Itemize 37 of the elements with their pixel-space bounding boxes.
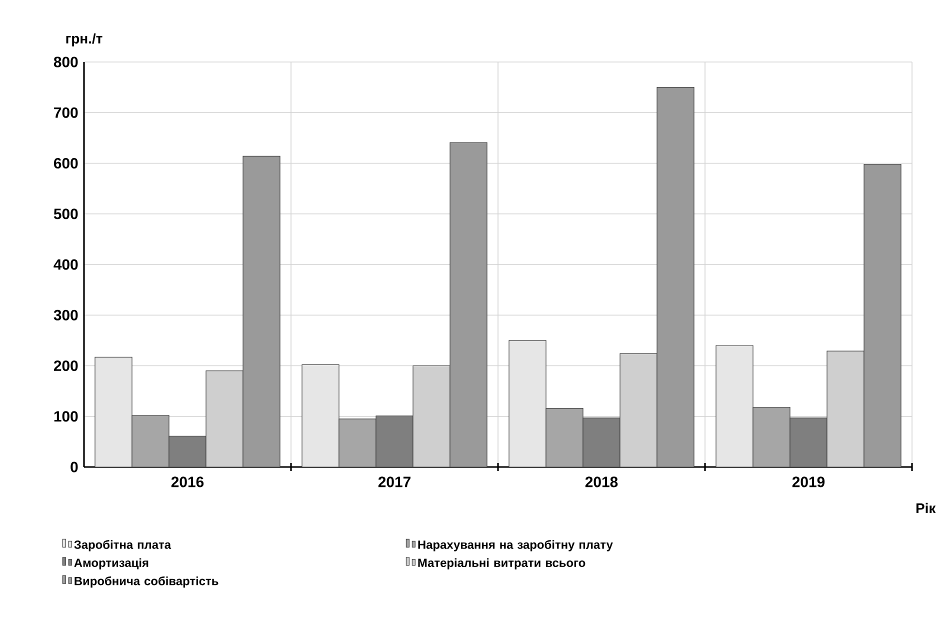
legend-label: Матеріальні витрати всього <box>418 558 586 570</box>
legend-label: Нарахування на заробітну плату <box>418 540 613 552</box>
bar <box>302 364 340 467</box>
bar <box>94 356 132 467</box>
bar <box>864 164 902 467</box>
y-tick-label: 700 <box>54 107 78 118</box>
bar <box>412 365 450 467</box>
bar <box>132 415 170 467</box>
bar <box>582 418 620 467</box>
legend-label: Виробнича собівартість <box>74 576 218 588</box>
y-tick-label: 300 <box>54 310 78 320</box>
legend-label: Амортизація <box>74 558 148 570</box>
y-axis-title: грн./т <box>66 33 102 46</box>
bar <box>338 418 376 467</box>
y-tick-label: 800 <box>54 56 78 68</box>
y-tick-label: 400 <box>54 259 78 270</box>
x-tick-label: 2017 <box>378 476 410 488</box>
bar <box>752 406 790 467</box>
x-axis-title: Рік <box>916 502 936 514</box>
bar <box>242 156 280 467</box>
bar <box>376 416 414 467</box>
y-tick-label: 100 <box>54 411 78 422</box>
bar <box>450 142 488 467</box>
y-tick-label: 600 <box>54 158 78 169</box>
bar <box>546 408 584 467</box>
bar <box>790 418 828 467</box>
y-tick-label: 500 <box>54 208 78 220</box>
x-tick-label: 2016 <box>171 476 204 488</box>
bar <box>168 436 206 467</box>
y-tick-label: 200 <box>54 360 78 372</box>
x-tick-label: 2018 <box>585 476 618 488</box>
bar <box>508 340 546 467</box>
x-tick-label: 2019 <box>792 476 825 488</box>
y-tick-label: 0 <box>70 462 78 472</box>
bar <box>656 87 694 467</box>
legend-label: Заробітна плата <box>74 540 172 552</box>
bar <box>716 345 754 467</box>
